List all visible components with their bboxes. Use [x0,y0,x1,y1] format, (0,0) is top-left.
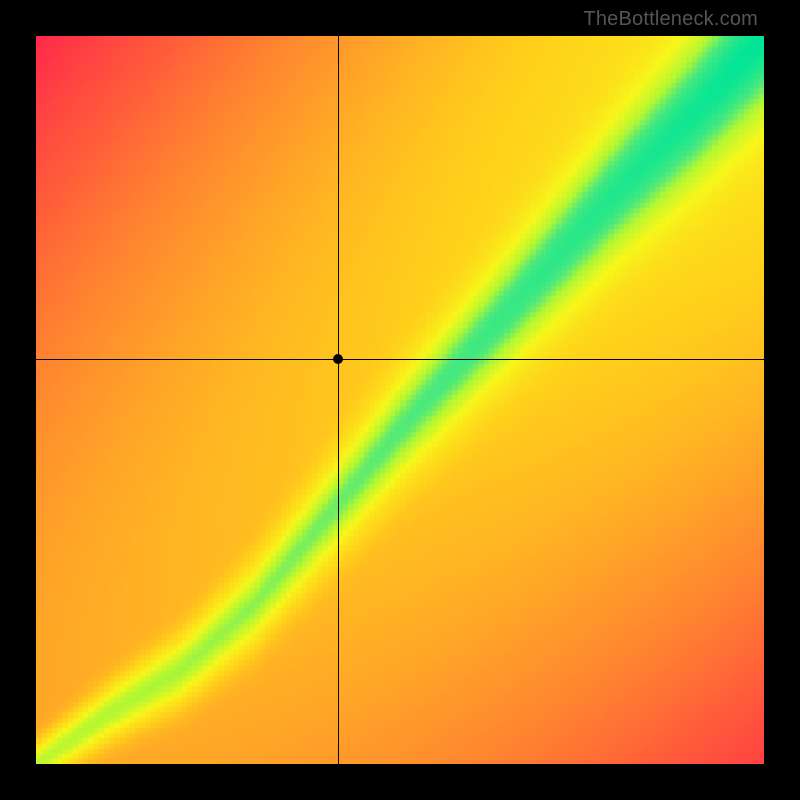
crosshair-horizontal [36,359,764,360]
crosshair-vertical [338,36,339,764]
heatmap-plot-area [36,36,764,764]
crosshair-marker [333,354,343,364]
watermark-text: TheBottleneck.com [583,8,758,31]
heatmap-canvas [36,36,764,764]
